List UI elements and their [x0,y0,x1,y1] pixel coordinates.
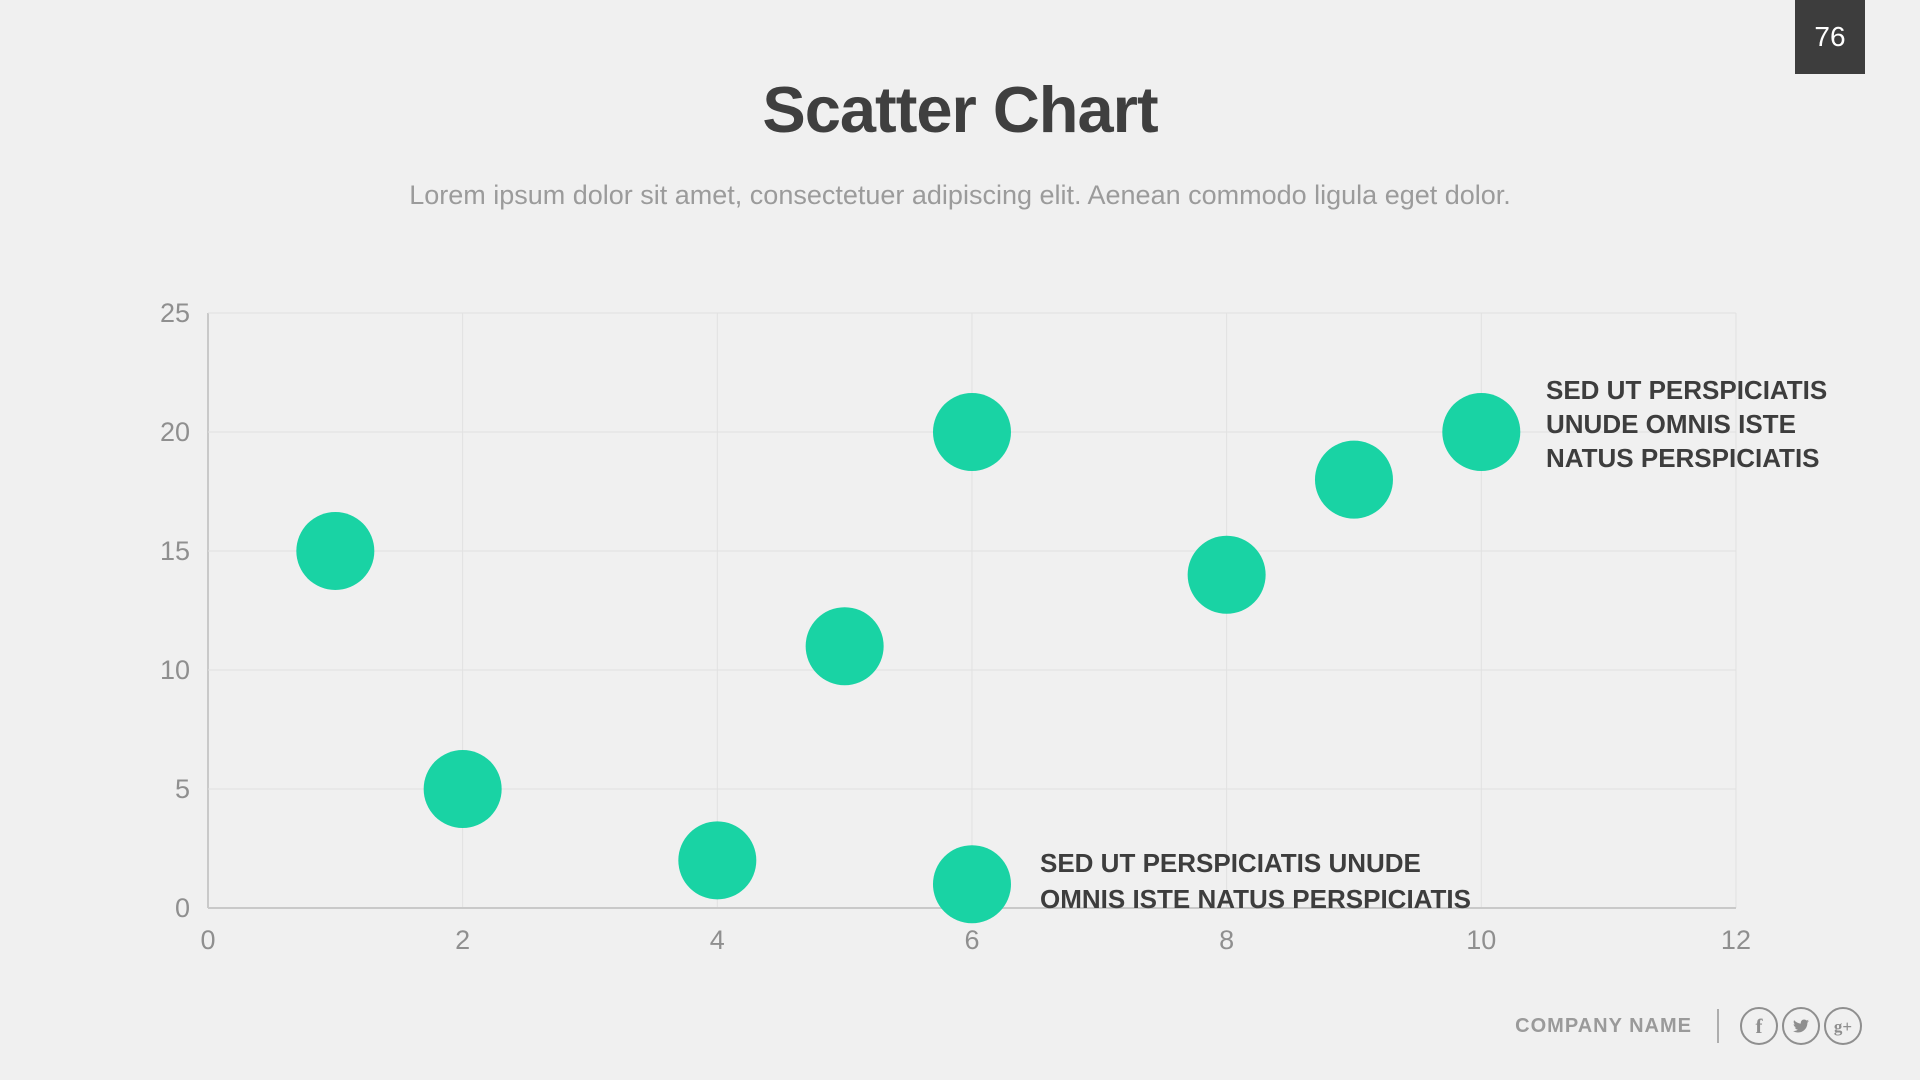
data-point [805,607,884,686]
y-tick-label: 0 [175,893,190,923]
footer-divider [1717,1009,1719,1043]
page-number-badge: 76 [1795,0,1865,74]
x-tick-label: 0 [200,925,215,955]
chart-annotation-top-right: SED UT PERSPICIATIS UNUDE OMNIS ISTE NAT… [1546,375,1828,473]
page-title: Scatter Chart [762,73,1158,146]
data-point [932,845,1011,924]
data-point [1187,535,1266,614]
data-point [423,750,502,828]
footer: COMPANY NAME f g+ [1515,1007,1862,1045]
page-subtitle: Lorem ipsum dolor sit amet, consectetuer… [409,180,1511,210]
data-point [678,821,757,900]
y-tick-label: 25 [160,298,190,328]
y-tick-label: 10 [160,655,190,685]
x-tick-label: 4 [710,925,725,955]
data-point [1314,440,1393,519]
facebook-icon[interactable]: f [1740,1007,1778,1045]
x-tick-label: 2 [455,925,470,955]
company-name: COMPANY NAME [1515,1014,1692,1037]
x-tick-label: 10 [1466,925,1496,955]
data-point [296,512,375,590]
chart-annotation-bottom: SED UT PERSPICIATIS UNUDE OMNIS ISTE NAT… [1040,848,1471,914]
y-tick-label: 15 [160,536,190,566]
twitter-icon[interactable] [1782,1007,1820,1045]
x-tick-label: 12 [1721,925,1751,955]
social-links: f g+ [1740,1007,1862,1045]
x-tick-label: 6 [964,925,979,955]
page-number-text: 76 [1814,21,1846,52]
twitter-bird-icon [1793,1019,1809,1033]
y-tick-label: 5 [175,774,190,804]
y-tick-label: 20 [160,417,190,447]
data-point [932,393,1011,471]
data-point [1442,393,1521,471]
google-plus-icon[interactable]: g+ [1824,1007,1862,1045]
x-tick-label: 8 [1219,925,1234,955]
